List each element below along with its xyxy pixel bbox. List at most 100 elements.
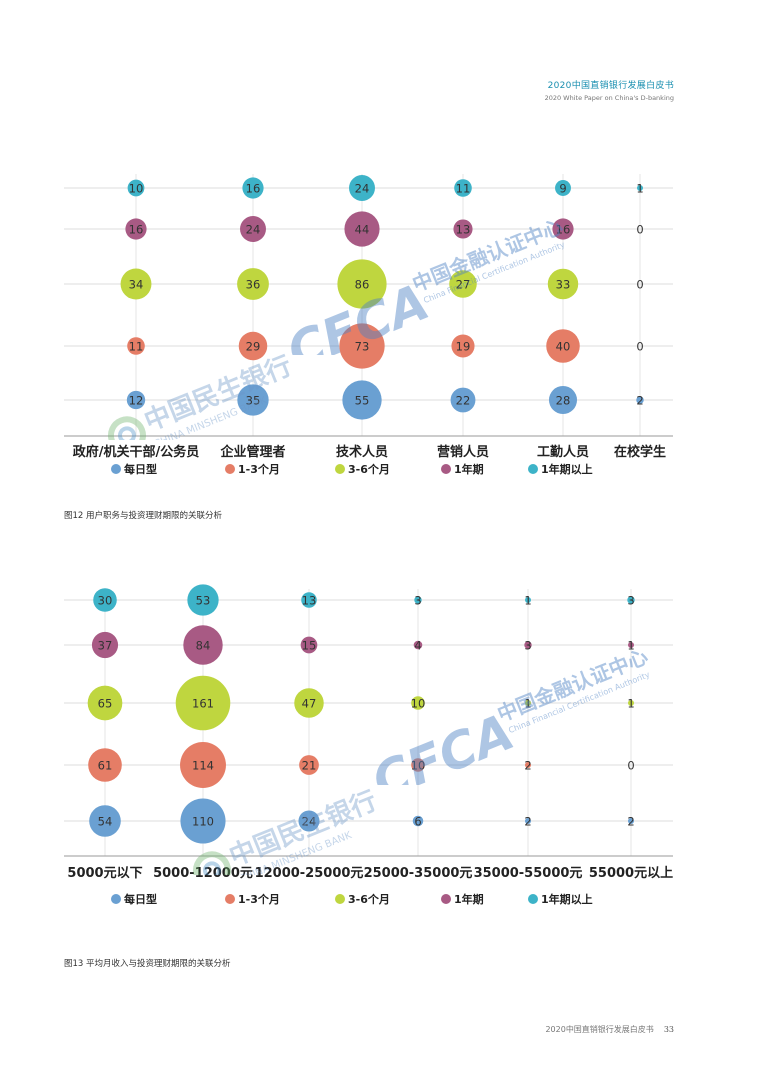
data-label: 73 (355, 340, 370, 354)
data-label: 19 (456, 340, 471, 354)
x-tick-label: 55000元以上 (589, 866, 673, 881)
x-tick-label: 25000-35000元 (364, 866, 473, 881)
data-label: 2 (636, 394, 643, 408)
bubble (301, 592, 317, 608)
page-number: 33 (663, 1025, 674, 1034)
data-label: 2 (627, 815, 634, 829)
data-label: 33 (556, 278, 571, 292)
chart-svg: 12 35 55 22 28 211 29 73 19 40 034 36 86 27 33 016 24 44 1… (64, 174, 673, 476)
data-label: 29 (246, 340, 261, 354)
data-label: 30 (98, 594, 113, 608)
bubble (300, 636, 318, 654)
x-tick-label: 在校学生 (614, 444, 666, 460)
data-label: 53 (196, 594, 211, 608)
bubble (525, 700, 531, 706)
data-label: 1 (524, 594, 531, 608)
bubble (180, 742, 226, 788)
bubble (238, 331, 268, 361)
data-label: 1 (524, 697, 531, 711)
data-label: 16 (246, 182, 261, 196)
bubble (628, 642, 634, 648)
legend: 每日型 1-3个月 3-6个月 1年期 1年期以上 (111, 462, 593, 476)
bubble (240, 216, 266, 242)
bubble (339, 323, 385, 369)
legend-label: 每日型 (124, 462, 157, 476)
legend-marker (111, 464, 121, 474)
data-label: 11 (129, 340, 144, 354)
bubble (451, 334, 475, 358)
legend-marker (225, 894, 235, 904)
series-3: 16 24 44 13 16 0 (125, 211, 644, 247)
bubble (87, 685, 123, 721)
bubble (180, 798, 226, 844)
data-label: 15 (302, 639, 317, 653)
bubble (412, 815, 424, 827)
header-title: 2020中国直销银行发展白皮书 (547, 81, 674, 91)
bubble (88, 748, 122, 782)
x-tick-label: 12000-25000元 (255, 866, 364, 881)
series-1: 11 29 73 19 40 0 (127, 323, 644, 369)
data-label: 24 (355, 182, 370, 196)
data-label: 16 (556, 223, 571, 237)
bubble (413, 640, 423, 650)
chart-svg: 54 110 24 6 2 261 114 21 10 2 065 161 47 10 1 137 84 15 4 3… (64, 584, 673, 906)
bubble (349, 175, 375, 201)
data-label: 12 (129, 394, 144, 408)
legend-marker (111, 894, 121, 904)
data-label: 0 (627, 759, 634, 773)
bubble (175, 675, 231, 731)
data-label: 61 (98, 759, 113, 773)
footer-title: 2020中国直销银行发展白皮书 (545, 1025, 654, 1034)
data-label: 11 (456, 182, 471, 196)
legend-label: 每日型 (124, 892, 157, 906)
bubble (187, 584, 219, 616)
legend-label: 1年期以上 (541, 462, 593, 476)
bubble (91, 631, 119, 659)
series-2: 34 36 86 27 33 0 (120, 259, 644, 309)
x-tick-label: 企业管理者 (219, 444, 285, 460)
legend-marker (441, 894, 451, 904)
bubble (627, 817, 635, 825)
bubble (524, 761, 532, 769)
bubble (546, 329, 580, 363)
data-label: 1 (627, 697, 634, 711)
bubble (555, 180, 571, 196)
data-label: 84 (196, 639, 211, 653)
data-label: 36 (246, 278, 261, 292)
bubble (524, 641, 532, 649)
data-label: 35 (246, 394, 261, 408)
legend-label: 1-3个月 (238, 892, 280, 906)
data-label: 114 (192, 759, 214, 773)
data-label: 10 (411, 697, 426, 711)
bubble (337, 259, 387, 309)
bubble (299, 755, 319, 775)
page-footer: 2020中国直销银行发展白皮书 33 (545, 1024, 674, 1035)
legend: 每日型 1-3个月 3-6个月 1年期 1年期以上 (111, 892, 593, 906)
data-label: 2 (524, 759, 531, 773)
x-tick-label: 技术人员 (336, 444, 388, 460)
data-label: 55 (355, 394, 370, 408)
bubble-chart-occupation: 12 35 55 22 28 2 11 29 73 19 40 0 34 36 86 27 33 0 16 24 44 1… (0, 160, 760, 490)
data-label: 54 (98, 815, 113, 829)
data-label: 1 (636, 182, 643, 196)
legend-marker (528, 464, 538, 474)
bubble (453, 219, 473, 239)
x-tick-label: 政府/机关干部/公务员 (73, 444, 200, 460)
data-label: 6 (414, 815, 421, 829)
data-label: 110 (192, 815, 214, 829)
data-label: 0 (636, 223, 643, 237)
x-tick-label: 35000-55000元 (474, 866, 583, 881)
x-tick-label: 营销人员 (437, 444, 489, 460)
bubble (449, 270, 477, 298)
bubble (411, 758, 425, 772)
grid (64, 589, 673, 856)
data-label: 2 (524, 815, 531, 829)
bubble (120, 268, 152, 300)
data-label: 86 (355, 278, 370, 292)
data-label: 0 (636, 278, 643, 292)
bubble (183, 625, 223, 665)
data-label: 16 (129, 223, 144, 237)
data-label: 9 (559, 182, 566, 196)
data-label: 24 (246, 223, 261, 237)
bubble (524, 817, 532, 825)
